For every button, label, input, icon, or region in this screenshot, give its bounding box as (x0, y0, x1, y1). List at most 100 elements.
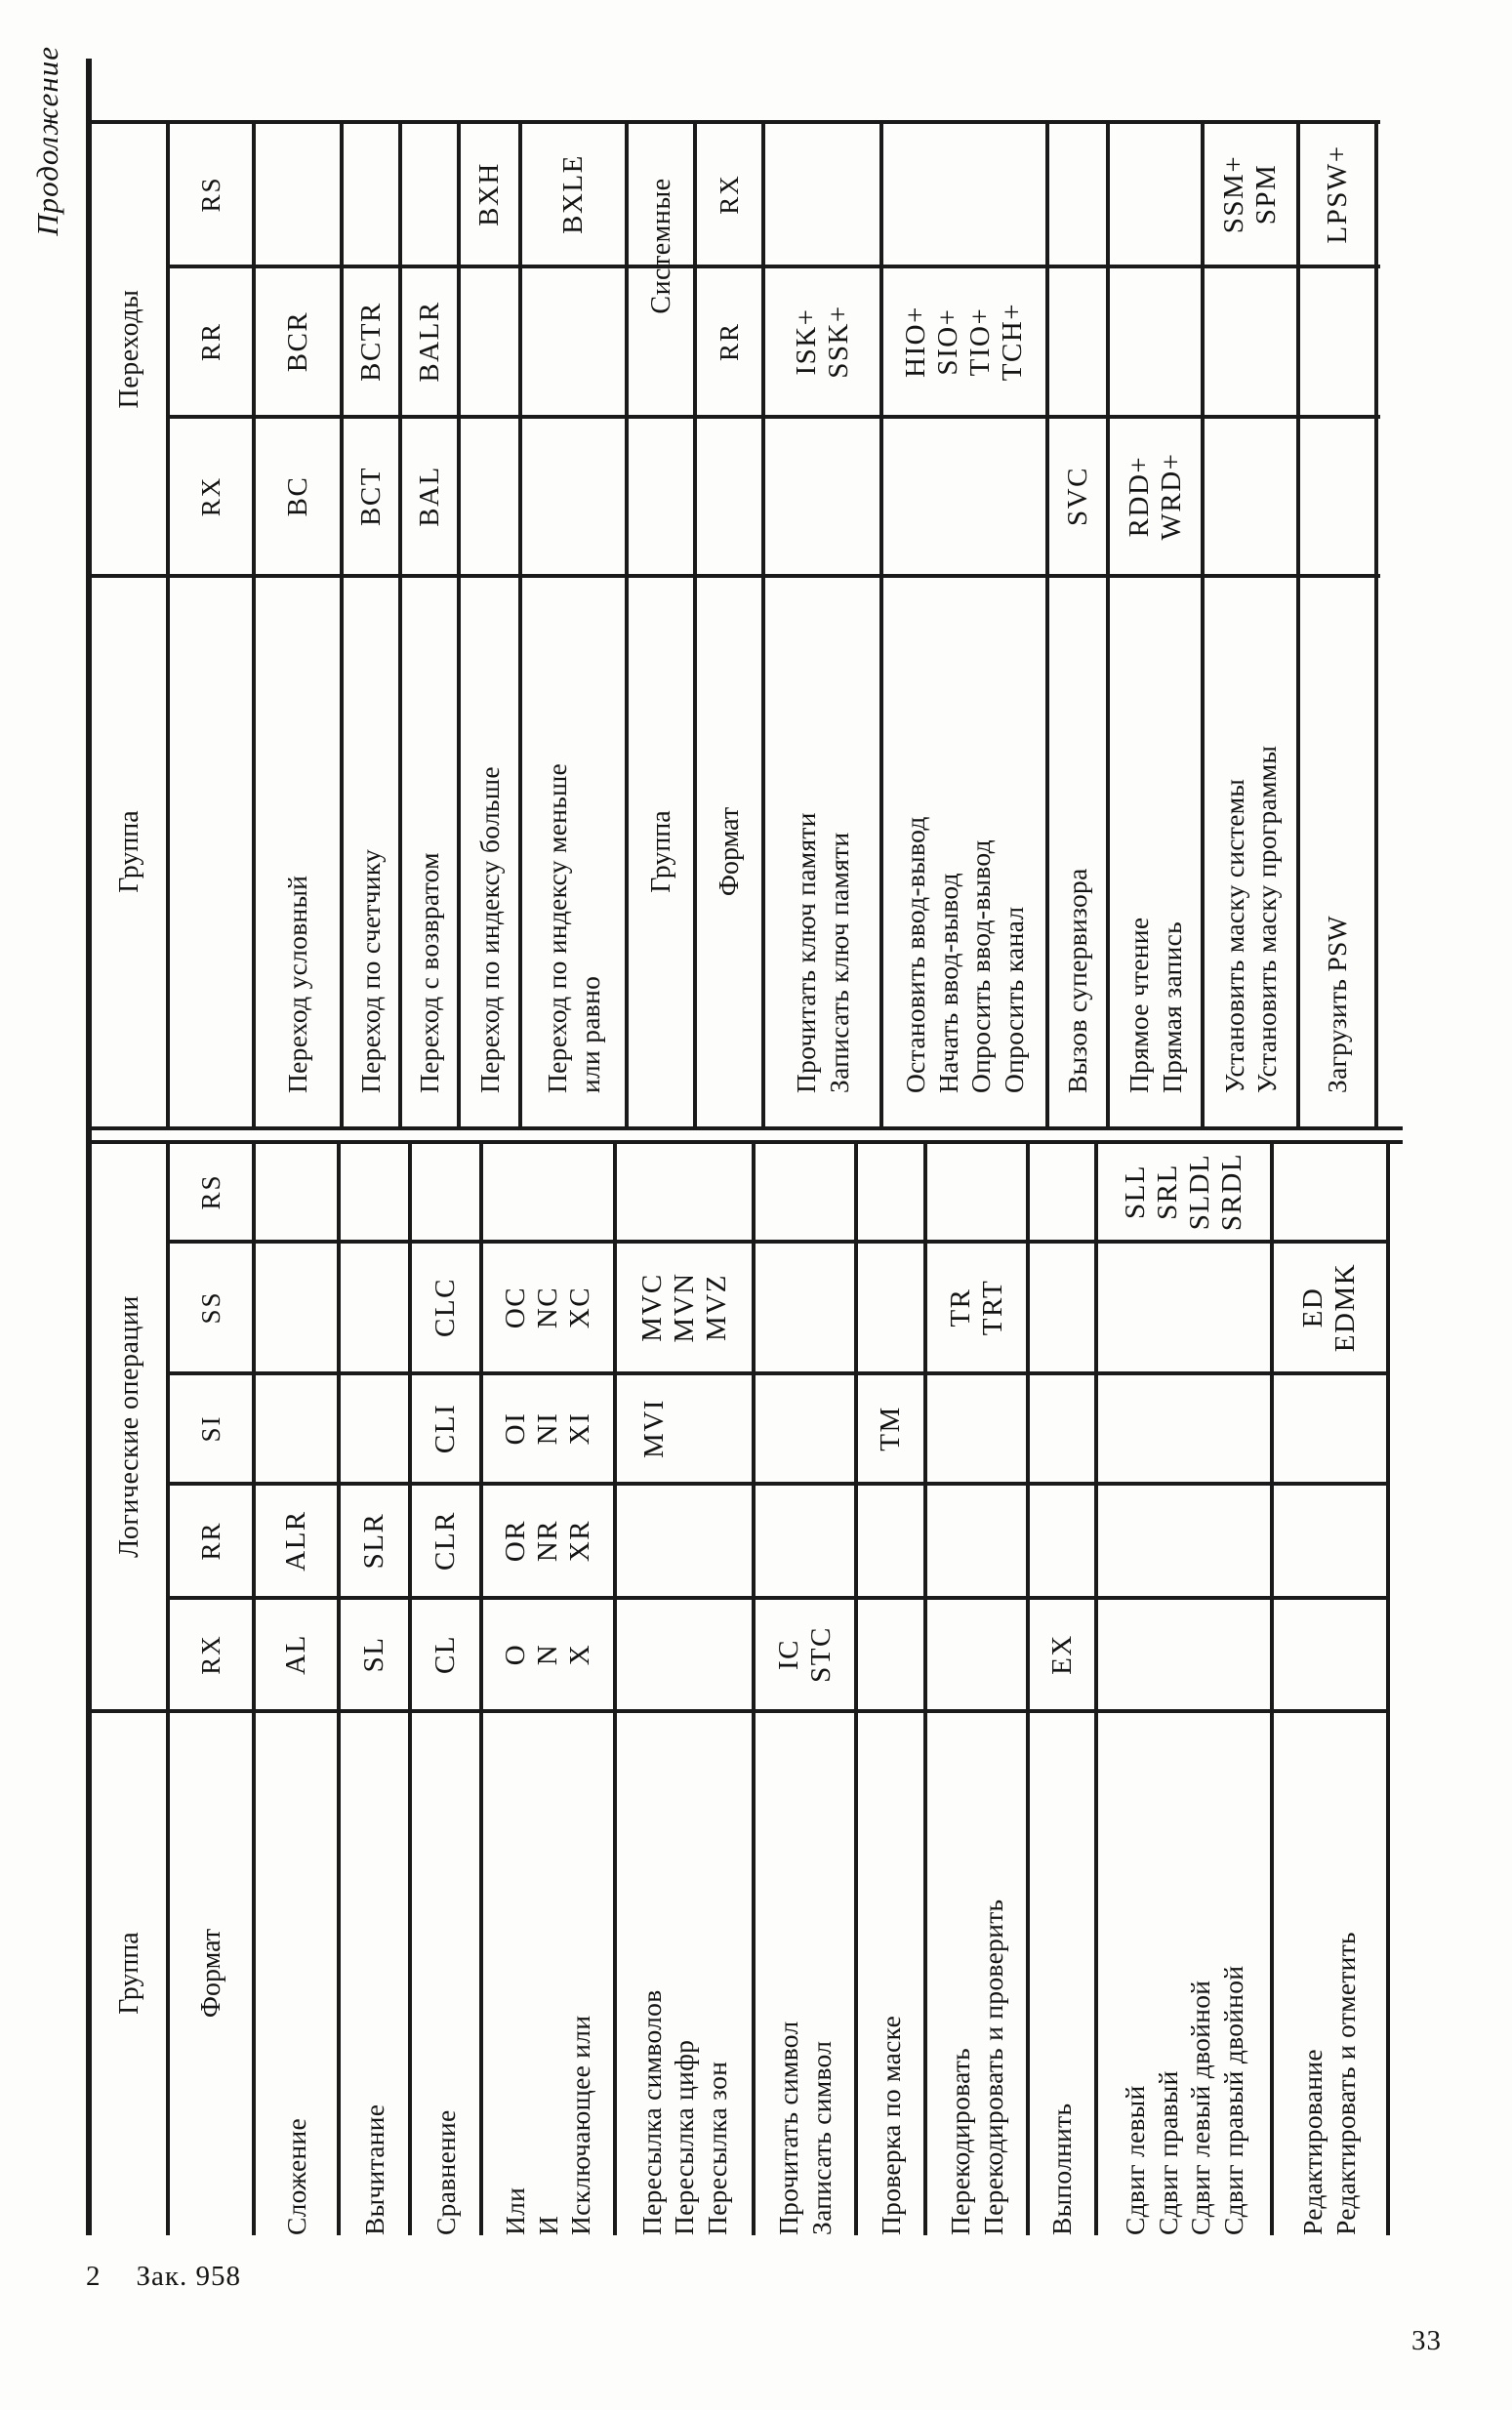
row-label: Загрузить PSW (1322, 916, 1353, 1093)
lt-col-rx: RX (195, 1634, 225, 1675)
rule (1296, 122, 1300, 1127)
table-top-border (86, 59, 92, 2235)
cell-si: OI NI XI (500, 1411, 595, 1446)
lt-group-header: Группа (113, 1932, 144, 2015)
cell-rx: CL (429, 1634, 461, 1675)
row-label: Проверка по маске (875, 2015, 906, 2235)
rule (1270, 1142, 1274, 2235)
rule (252, 122, 256, 1127)
rt-group-header: Группа (113, 810, 144, 893)
cell-rr: BCR (281, 310, 313, 373)
rule (90, 1709, 1388, 1713)
rt-col-rx: RX (195, 475, 225, 517)
edition-mark: 2 (86, 2261, 102, 2292)
row-label: Переход условный (282, 875, 313, 1093)
rule (1026, 1142, 1030, 2235)
rule (625, 122, 629, 1127)
footer-order: 2 Зак. 958 (86, 2261, 241, 2293)
rt-col-rs: RS (195, 176, 225, 213)
rule (166, 1240, 1388, 1244)
cell-rs: BXLE (557, 154, 589, 234)
row-label: Выполнить (1046, 2103, 1078, 2235)
rt-sys-col-rx: RX (714, 174, 744, 215)
rt-sys-format-header: Формат (714, 806, 745, 897)
rule (1094, 1142, 1098, 2235)
row-label: Переход по индексу больше (473, 766, 505, 1093)
rt-sys-title: Системные (645, 178, 676, 314)
row-label: Прочитать символ Записать символ (773, 2021, 837, 2235)
cell-ss: OC NC XC (500, 1286, 595, 1329)
row-label: Прочитать ключ памяти Записать ключ памя… (791, 812, 854, 1093)
row-label: Пересылка символов Пересылка цифр Пересы… (635, 1989, 732, 2235)
cell-rs: BXH (473, 162, 505, 226)
rule (166, 1142, 170, 2235)
cell-rx: IC STC (772, 1626, 837, 1683)
rule (166, 122, 170, 1127)
continuation-label: Продолжение (30, 46, 64, 236)
rule (166, 415, 1380, 419)
rt-sys-group-header: Группа (645, 810, 676, 893)
rule (1201, 122, 1205, 1127)
row-label: Или И Исключающее или (500, 2015, 596, 2235)
lt-section-title: Логические операции (113, 1295, 144, 1558)
rule (854, 1142, 858, 2235)
cell-rs: SLL SRL SLDL SRDL (1120, 1152, 1247, 1232)
cell-rx: EX (1045, 1634, 1078, 1675)
rule (613, 1142, 617, 2235)
cell-rr: SLR (358, 1512, 389, 1570)
rule (166, 1596, 1388, 1600)
cell-ss: ED EDMK (1296, 1262, 1361, 1353)
rt-sys-col-rr: RR (714, 321, 744, 362)
rule (1374, 122, 1378, 1127)
lt-col-si: SI (195, 1414, 225, 1443)
rule (761, 122, 765, 1127)
tables-divider (90, 1140, 1403, 1144)
cell-rs: SSM+ SPM (1218, 154, 1282, 234)
row-label: Остановить ввод-вывод Начать ввод-вывод … (900, 816, 1029, 1093)
rule (479, 1142, 483, 2235)
rt-col-rr: RR (195, 321, 225, 362)
cell-rx: SL (358, 1636, 389, 1673)
cell-rx: BCT (354, 467, 387, 526)
cell-ss: TR TRT (944, 1279, 1008, 1336)
cell-rx: AL (280, 1634, 311, 1675)
rt-section-title: Переходы (113, 289, 144, 409)
row-label: Вычитание (358, 2104, 389, 2235)
tables-divider (90, 1126, 1403, 1130)
rule (923, 1142, 927, 2235)
rule (166, 265, 1380, 268)
order-number: Зак. 958 (136, 2261, 241, 2292)
rule (90, 120, 1380, 124)
rule (1045, 122, 1049, 1127)
lt-col-rr: RR (195, 1521, 225, 1561)
cell-rr: ISK+ SSK+ (790, 305, 854, 379)
rule (252, 1142, 256, 2235)
row-label: Прямое чтение Прямая запись (1124, 917, 1187, 1093)
rule (398, 122, 402, 1127)
rule (879, 122, 883, 1127)
row-label: Сложение (280, 2117, 311, 2235)
rule (340, 122, 344, 1127)
cell-si: TM (875, 1406, 906, 1451)
lt-format-header: Формат (195, 1928, 226, 2019)
rule (166, 1371, 1388, 1375)
row-label: Сдвиг левый Сдвиг правый Сдвиг левый дво… (1120, 1965, 1248, 2235)
row-label: Редактирование Редактировать и отметить (1297, 1932, 1361, 2235)
cell-rr: CLR (429, 1511, 461, 1571)
page-number: 33 (1411, 2325, 1442, 2356)
cell-rx: RDD+ WRD+ (1123, 452, 1187, 541)
cell-rr: BCTR (354, 302, 387, 382)
lt-col-rs: RS (195, 1173, 225, 1210)
cell-rx: BC (281, 475, 313, 517)
rule (1386, 1142, 1390, 2235)
cell-rx: SVC (1061, 467, 1093, 526)
rule (752, 1142, 756, 2235)
rule (337, 1142, 341, 2235)
cell-ss: CLC (429, 1278, 461, 1337)
row-label: Вызов супервизора (1062, 868, 1093, 1093)
cell-rx: O N X (500, 1643, 595, 1666)
cell-rr: ALR (280, 1510, 311, 1572)
rule (408, 1142, 412, 2235)
rule (90, 574, 1380, 578)
